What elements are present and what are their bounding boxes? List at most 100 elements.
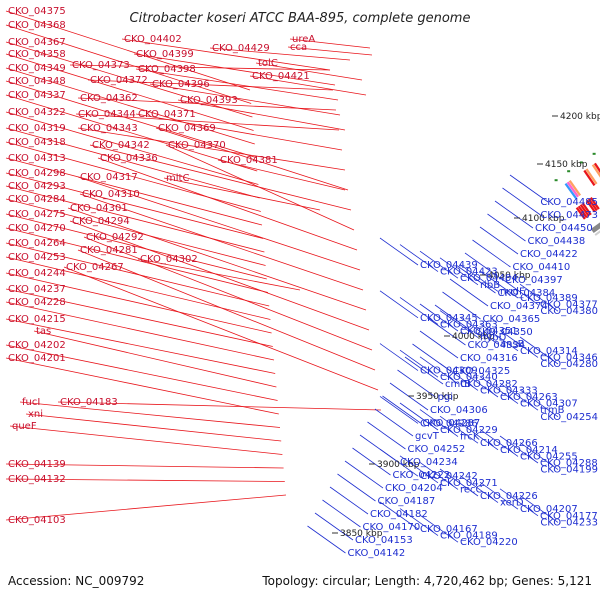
gene-label: CKO_04153 bbox=[355, 535, 413, 546]
leader-line bbox=[479, 323, 519, 352]
leader-line bbox=[69, 220, 370, 331]
leader-line bbox=[419, 409, 459, 437]
leader-line bbox=[399, 402, 439, 431]
gene-label: CKO_04402 bbox=[124, 34, 182, 45]
gc-dot-outer bbox=[592, 152, 596, 155]
gene-label: CKO_04242 bbox=[420, 471, 478, 482]
gene-label: CKO_04310 bbox=[82, 189, 140, 200]
leader-line bbox=[479, 429, 519, 457]
leader-line bbox=[397, 369, 436, 398]
leader-line bbox=[399, 508, 439, 536]
gene-label: CKO_04270 bbox=[8, 223, 66, 234]
leader-line bbox=[69, 64, 331, 71]
leader-line bbox=[133, 53, 336, 86]
tick-label: 4000 kbp bbox=[452, 332, 495, 342]
leader-line bbox=[75, 113, 340, 131]
gene-label: CKO_04362 bbox=[80, 93, 138, 104]
leader-line bbox=[135, 68, 339, 101]
gene-label: CKO_04293 bbox=[8, 181, 66, 192]
gene-label: CKO_04307 bbox=[520, 399, 578, 410]
leader-line bbox=[5, 288, 273, 347]
gene-label: gcvT bbox=[415, 431, 440, 442]
gene-label: CKO_04267 bbox=[66, 262, 124, 273]
leader-line bbox=[399, 349, 439, 378]
leader-line bbox=[121, 38, 331, 71]
leader-line bbox=[519, 336, 559, 365]
gene-label: CKO_04363 bbox=[440, 319, 498, 330]
leader-line bbox=[499, 330, 539, 358]
leader-line bbox=[419, 514, 459, 543]
leader-line bbox=[379, 501, 419, 530]
gene-label: CKO_04182 bbox=[370, 509, 428, 520]
leader-line bbox=[472, 239, 511, 268]
gene-label: CKO_04333 bbox=[480, 385, 538, 396]
leader-line bbox=[314, 512, 354, 541]
leader-line bbox=[165, 144, 355, 231]
gene-label: CKO_04281 bbox=[80, 245, 138, 256]
leader-line bbox=[379, 290, 419, 319]
gene-label: CKO_04254 bbox=[540, 412, 598, 423]
leader-line bbox=[499, 488, 539, 517]
leader-line bbox=[289, 38, 371, 49]
gene-label: CKO_04282 bbox=[460, 379, 518, 390]
leader-line bbox=[439, 363, 479, 391]
cog-block-outer bbox=[591, 164, 600, 178]
leader-line bbox=[439, 415, 479, 444]
leader-line bbox=[519, 442, 559, 470]
gene-label: CKO_04485 bbox=[540, 197, 598, 208]
gene-label: CKO_04372 bbox=[90, 75, 148, 86]
gene-label: CKO_04373 bbox=[72, 60, 130, 71]
gene-label: CKO_04396 bbox=[152, 79, 210, 90]
leader-line bbox=[307, 525, 346, 554]
leader-line bbox=[5, 494, 287, 521]
gene-label: CKO_04237 bbox=[8, 284, 66, 295]
gene-label: CKO_04342 bbox=[92, 140, 150, 151]
gene-ring bbox=[554, 152, 600, 220]
leader-line bbox=[217, 159, 346, 191]
gene-label: CKO_04226 bbox=[480, 491, 538, 502]
tick-label: 4200 kbp bbox=[560, 112, 600, 122]
leader-line bbox=[344, 460, 384, 489]
tick-label: 4050 kbp bbox=[488, 271, 531, 281]
gene-label: CKO_04389 bbox=[520, 293, 578, 304]
gc-dot-outer bbox=[554, 179, 558, 182]
leader-line bbox=[5, 94, 258, 172]
gene-label: CKO_04318 bbox=[8, 137, 66, 148]
gene-label: CKO_04187 bbox=[378, 496, 436, 507]
leader-line bbox=[77, 249, 376, 371]
gene-label: CKO_04375 bbox=[8, 6, 66, 17]
cog-block-outer bbox=[566, 181, 579, 198]
gene-label: CKO_04439 bbox=[420, 260, 478, 271]
leader-line bbox=[459, 422, 499, 451]
leader-line bbox=[5, 172, 264, 239]
gene-label: CKO_04404 bbox=[460, 273, 518, 284]
leader-line bbox=[5, 213, 267, 280]
summary-text: Topology: circular; Length: 4,720,462 bp… bbox=[261, 574, 592, 588]
gene-label: CKO_04398 bbox=[138, 64, 196, 75]
forward-gene bbox=[579, 204, 590, 217]
gene-label: CKO_04316 bbox=[460, 353, 518, 364]
leader-line bbox=[5, 53, 254, 131]
leader-line bbox=[399, 455, 439, 484]
cog-block-outer bbox=[564, 182, 577, 199]
leader-line bbox=[419, 356, 459, 385]
gene-label: CKO_04202 bbox=[8, 340, 66, 351]
cog-block-outer bbox=[585, 168, 598, 185]
gene-label: CKO_04422 bbox=[520, 249, 578, 260]
gene-label: CKO_04306 bbox=[430, 405, 488, 416]
gene-label: CKO_04177 bbox=[540, 511, 598, 522]
gene-label: CKO_04344 bbox=[78, 109, 136, 120]
gene-label: ureA bbox=[292, 34, 315, 45]
leader-line bbox=[177, 99, 346, 131]
gene-label: CKO_04381 bbox=[220, 155, 278, 166]
leader-line bbox=[352, 447, 391, 476]
gene-label: CKO_04302 bbox=[140, 254, 198, 265]
leader-line bbox=[419, 462, 459, 490]
leader-line bbox=[439, 310, 479, 338]
leader-line bbox=[255, 62, 363, 81]
gene-label: CKO_04336 bbox=[100, 153, 158, 164]
gene-label: CKO_04313 bbox=[8, 153, 66, 164]
gc-dot-outer bbox=[567, 170, 571, 173]
